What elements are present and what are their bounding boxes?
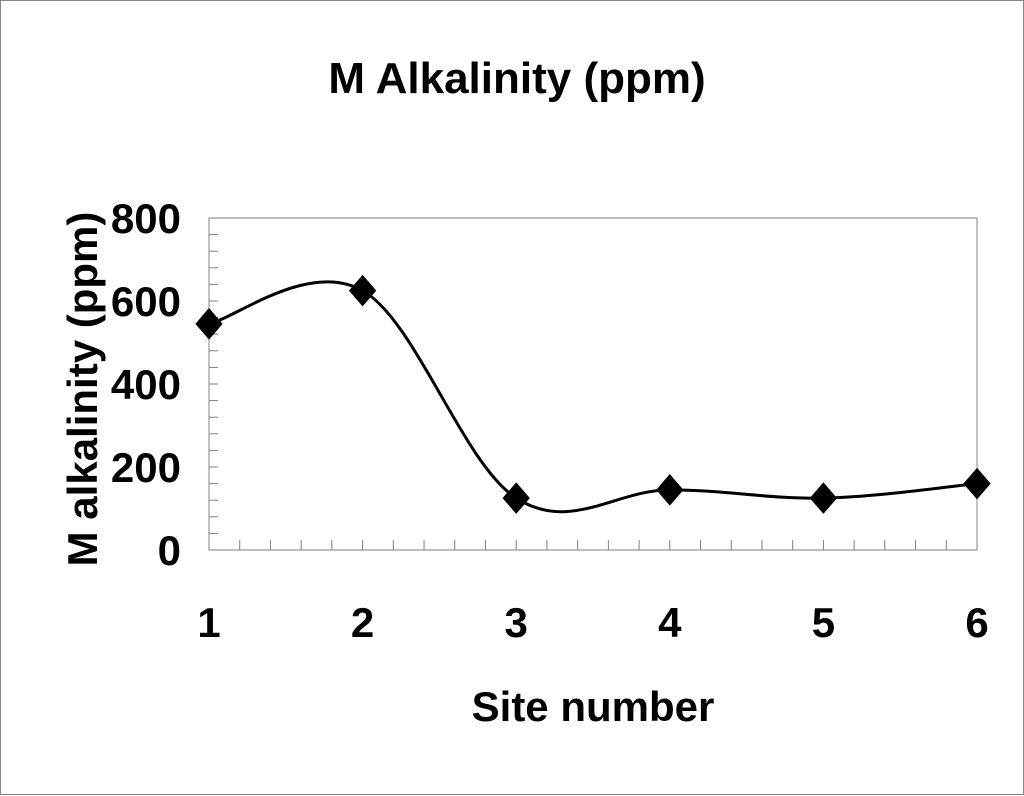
x-axis-label: Site number [472, 683, 715, 730]
y-tick-label: 400 [111, 361, 181, 408]
y-tick-label: 200 [111, 444, 181, 491]
diamond-marker [809, 482, 838, 514]
y-tick-label: 600 [111, 278, 181, 325]
diamond-marker [963, 467, 991, 500]
diamond-marker [656, 474, 684, 506]
series-markers [195, 274, 991, 514]
y-axis-label: M alkalinity (ppm) [59, 212, 106, 567]
x-tick-label: 1 [197, 599, 220, 646]
y-tick-label: 800 [111, 195, 181, 242]
x-tick-label: 6 [965, 599, 988, 646]
chart-title: M Alkalinity (ppm) [328, 54, 705, 103]
plot-area [208, 217, 978, 551]
x-tick-label: 4 [658, 599, 682, 646]
y-tick-label: 0 [158, 527, 181, 574]
x-tick-label: 2 [351, 599, 374, 646]
x-tick-labels: 1 2 3 4 5 6 [197, 599, 988, 646]
x-tick-label: 5 [812, 599, 835, 646]
diamond-marker [348, 274, 377, 307]
diamond-marker [195, 308, 223, 340]
diamond-marker [502, 482, 530, 514]
x-tick-label: 3 [505, 599, 528, 646]
y-tick-labels: 0 200 400 600 800 [111, 195, 181, 574]
